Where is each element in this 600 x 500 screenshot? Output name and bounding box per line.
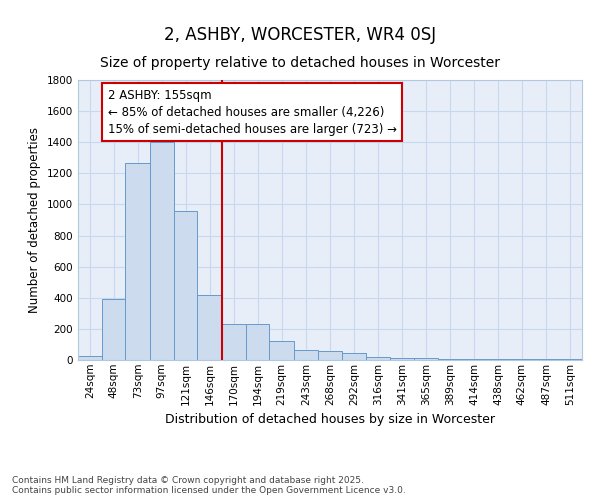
Bar: [150, 142, 173, 360]
Text: 2 ASHBY: 155sqm
← 85% of detached houses are smaller (4,226)
15% of semi-detache: 2 ASHBY: 155sqm ← 85% of detached houses…: [107, 88, 397, 136]
Bar: [366, 357, 389, 360]
Bar: [269, 342, 294, 360]
Bar: [510, 359, 533, 360]
Bar: [438, 359, 461, 360]
Bar: [389, 358, 415, 360]
Bar: [487, 359, 510, 360]
Bar: [415, 358, 438, 360]
Text: Size of property relative to detached houses in Worcester: Size of property relative to detached ho…: [100, 56, 500, 70]
Bar: [222, 324, 245, 360]
Text: Contains HM Land Registry data © Crown copyright and database right 2025.
Contai: Contains HM Land Registry data © Crown c…: [12, 476, 406, 495]
Y-axis label: Number of detached properties: Number of detached properties: [28, 127, 41, 313]
X-axis label: Distribution of detached houses by size in Worcester: Distribution of detached houses by size …: [165, 413, 495, 426]
Bar: [461, 359, 487, 360]
Bar: [125, 163, 150, 360]
Bar: [197, 294, 222, 360]
Bar: [294, 350, 317, 360]
Bar: [559, 359, 582, 360]
Bar: [101, 300, 125, 360]
Bar: [78, 356, 101, 360]
Bar: [317, 350, 343, 360]
Text: 2, ASHBY, WORCESTER, WR4 0SJ: 2, ASHBY, WORCESTER, WR4 0SJ: [164, 26, 436, 44]
Bar: [533, 359, 559, 360]
Bar: [245, 324, 269, 360]
Bar: [173, 210, 197, 360]
Bar: [343, 353, 366, 360]
